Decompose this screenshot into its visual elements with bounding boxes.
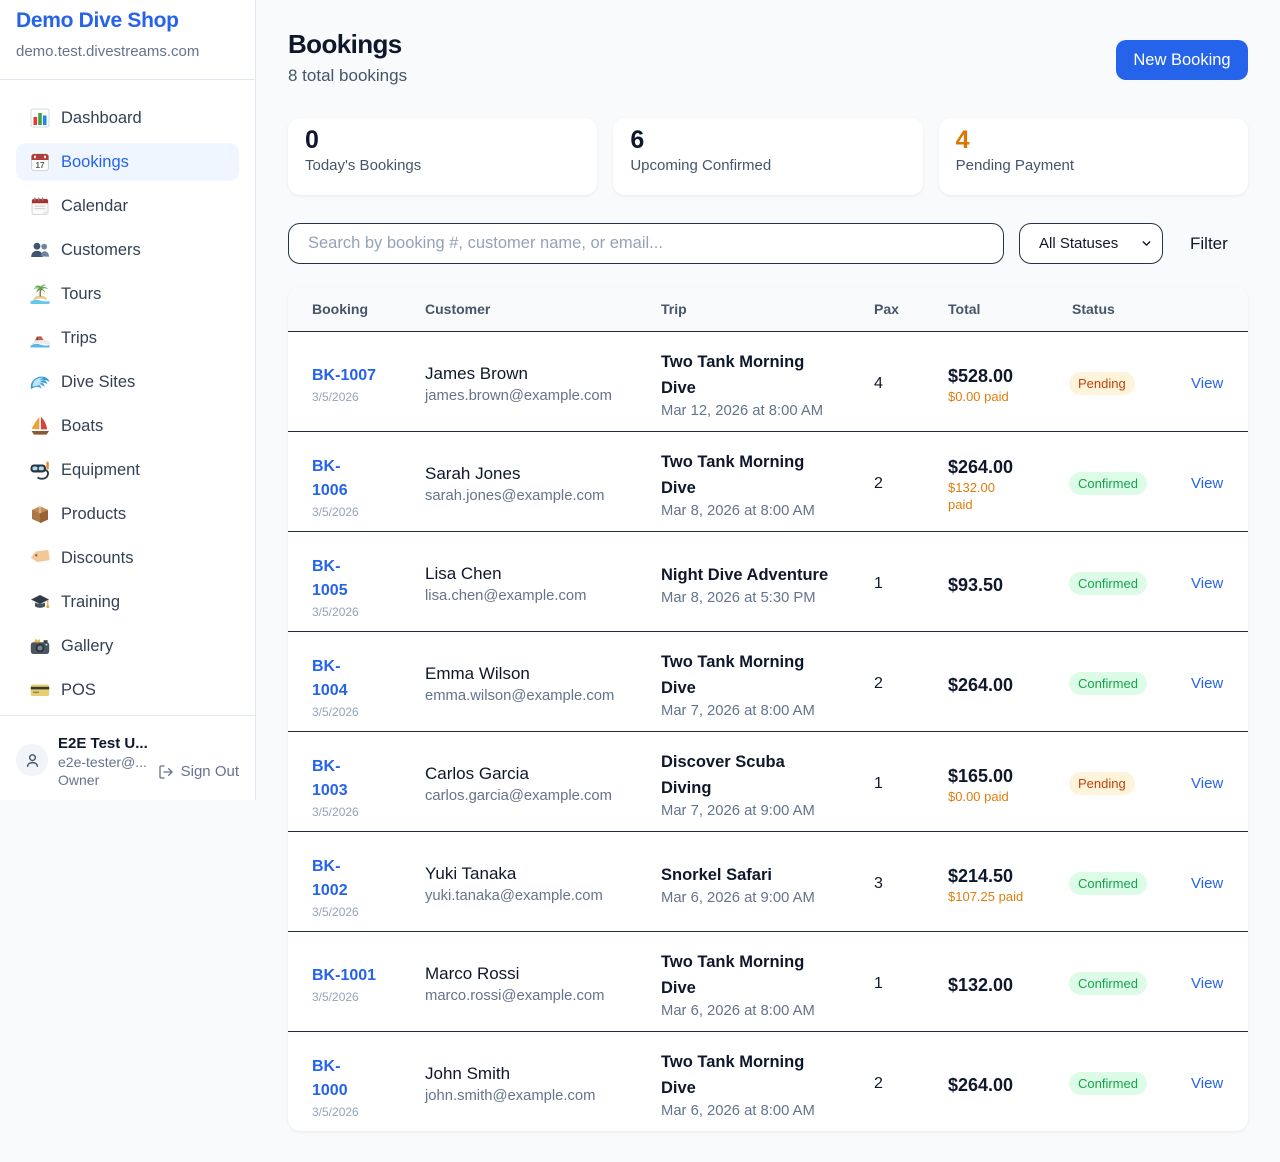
svg-text:17: 17 xyxy=(36,161,45,170)
